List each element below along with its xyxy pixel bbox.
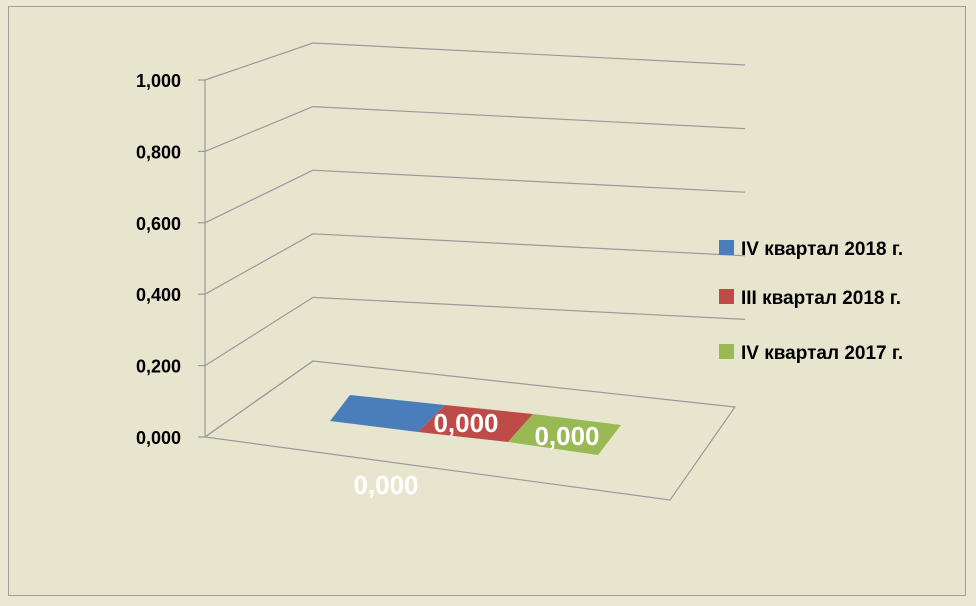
gridline-back	[312, 106, 746, 130]
legend-swatch	[719, 344, 734, 359]
legend-swatch	[719, 289, 734, 304]
chart-area	[8, 6, 966, 596]
data-label: 0,000	[534, 421, 599, 451]
gridline-side	[204, 360, 314, 438]
gridline-side	[204, 169, 314, 224]
data-label: 0,000	[433, 408, 498, 438]
y-tick-label: 0,800	[136, 142, 181, 162]
legend-swatch	[719, 240, 734, 255]
legend-label: III квартал 2018 г.	[741, 288, 901, 309]
gridline-side	[204, 296, 314, 367]
legend-label: IV квартал 2018 г.	[741, 239, 903, 260]
legend-label: IV квартал 2017 г.	[741, 343, 903, 364]
y-tick-label: 0,000	[136, 428, 181, 448]
y-tick-label: 0,600	[136, 214, 181, 234]
y-tick-label: 0,400	[136, 285, 181, 305]
gridline-side	[204, 106, 314, 152]
data-label: 0,000	[353, 470, 418, 500]
bar-3	[508, 414, 621, 455]
gridline-side	[204, 233, 314, 295]
gridline-back	[312, 42, 746, 66]
gridline-back	[312, 296, 746, 320]
bar-2	[418, 405, 533, 442]
gridline-back	[312, 233, 746, 257]
bar-1	[330, 395, 445, 432]
gridline-side	[204, 42, 314, 81]
y-tick-label: 1,000	[136, 71, 181, 91]
gridline-back	[312, 169, 746, 193]
y-tick-label: 0,200	[136, 357, 181, 377]
